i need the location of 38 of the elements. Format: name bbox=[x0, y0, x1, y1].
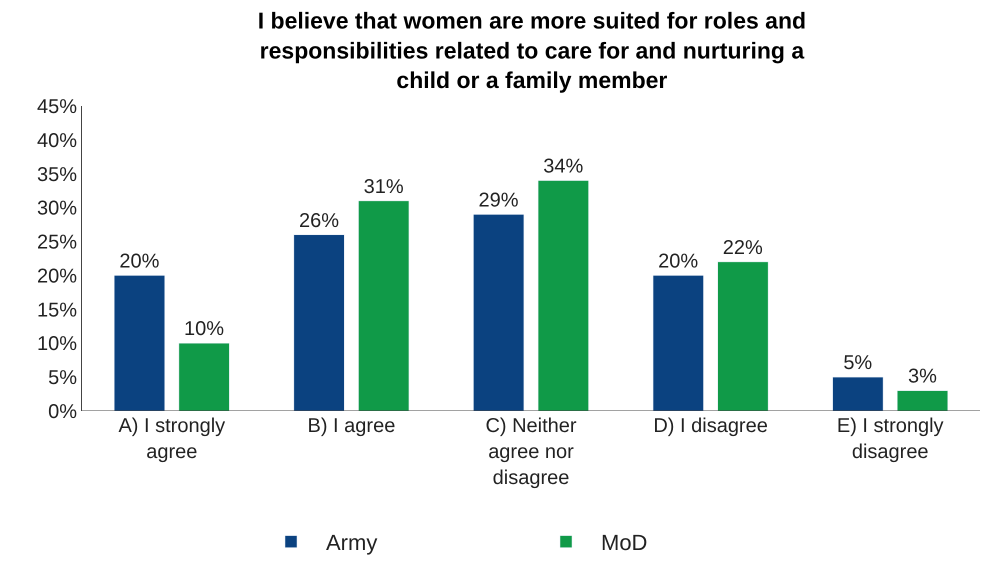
x-tick-label: C) Neither agree nor disagree bbox=[485, 415, 577, 489]
y-tick-label: 40% bbox=[36, 130, 78, 152]
bar bbox=[897, 390, 948, 411]
bar bbox=[358, 200, 410, 411]
x-tick-label: B) I agree bbox=[307, 415, 396, 437]
x-tick-label: D) I disagree bbox=[653, 415, 768, 437]
x-tick-label: A) I strongly agree bbox=[118, 415, 226, 463]
legend-label: Army bbox=[326, 530, 378, 556]
bar bbox=[652, 275, 704, 411]
y-tick-label: 5% bbox=[48, 367, 78, 390]
legend-label: MoD bbox=[601, 530, 648, 556]
bar bbox=[538, 180, 589, 411]
y-tick-label: 20% bbox=[36, 265, 78, 288]
data-label: 20% bbox=[119, 250, 160, 272]
data-label: 26% bbox=[298, 210, 340, 232]
data-label: 34% bbox=[543, 156, 584, 178]
data-label: 22% bbox=[722, 236, 764, 259]
data-label: 20% bbox=[658, 250, 698, 272]
bar bbox=[114, 275, 165, 411]
data-label: 31% bbox=[364, 176, 404, 198]
bar bbox=[473, 214, 524, 411]
y-tick-label: 35% bbox=[36, 164, 78, 186]
y-tick-label: 0% bbox=[48, 401, 78, 423]
bar bbox=[294, 234, 345, 411]
y-tick-label: 25% bbox=[36, 232, 78, 254]
chart-title: I believe that women are more suited for roles and responsibilities related to care for and nurturing a child or a family member bbox=[258, 7, 806, 94]
bar bbox=[178, 342, 230, 411]
y-tick-label: 30% bbox=[36, 198, 78, 220]
x-tick-label: E) I strongly disagree bbox=[836, 415, 944, 463]
data-label: 10% bbox=[184, 318, 224, 340]
data-label: 5% bbox=[843, 352, 872, 374]
bar bbox=[717, 262, 768, 411]
data-label: 3% bbox=[908, 366, 938, 388]
data-label: 29% bbox=[478, 189, 519, 212]
y-tick-label: 45% bbox=[36, 96, 78, 118]
bar bbox=[832, 376, 884, 411]
y-tick-label: 10% bbox=[36, 333, 78, 356]
y-tick-label: 15% bbox=[36, 299, 78, 322]
